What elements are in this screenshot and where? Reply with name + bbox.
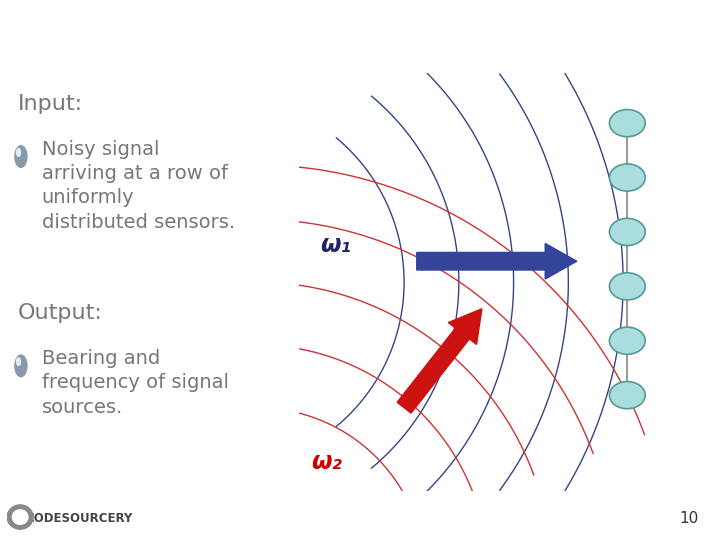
Ellipse shape [16,148,21,157]
Ellipse shape [609,273,645,300]
Text: Noisy signal
arriving at a row of
uniformly
distributed sensors.: Noisy signal arriving at a row of unifor… [42,140,235,232]
Text: ω₂: ω₂ [312,449,342,474]
FancyArrow shape [417,244,577,279]
Text: 10: 10 [679,511,698,525]
Circle shape [12,510,28,524]
Ellipse shape [609,382,645,409]
Ellipse shape [609,110,645,137]
Ellipse shape [609,327,645,354]
Ellipse shape [16,357,21,366]
Text: Input:: Input: [18,94,83,114]
Text: k-Ω Beamformer: k-Ω Beamformer [211,19,509,53]
Text: CODESOURCERY: CODESOURCERY [25,511,133,525]
Circle shape [7,505,33,529]
Ellipse shape [14,145,27,168]
Text: ω₁: ω₁ [320,233,351,257]
Ellipse shape [609,218,645,246]
Text: Output:: Output: [18,303,103,323]
Ellipse shape [14,354,27,377]
Text: Bearing and
frequency of signal
sources.: Bearing and frequency of signal sources. [42,349,229,417]
Ellipse shape [609,164,645,191]
FancyArrow shape [397,309,482,413]
